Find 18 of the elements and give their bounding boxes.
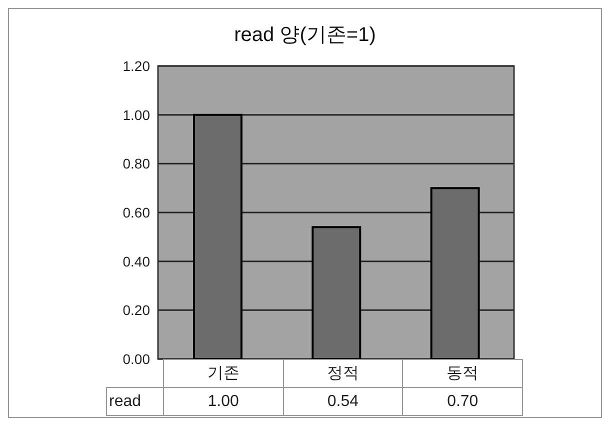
data-label: 1.00 xyxy=(164,388,284,416)
data-label: 0.70 xyxy=(402,388,522,416)
chart-title: read 양(기존=1) xyxy=(233,23,377,48)
bar xyxy=(312,226,362,359)
y-tick-label: 1.00 xyxy=(122,106,150,123)
x-tick-label: 정적 xyxy=(283,360,403,388)
y-tick-label: 0.20 xyxy=(122,302,150,318)
y-tick-label: 0.80 xyxy=(122,156,150,172)
y-tick-label: 0.60 xyxy=(122,204,150,220)
y-tick-label: 0.00 xyxy=(122,350,150,367)
x-tick-label: 동적 xyxy=(402,360,522,388)
text: read xyxy=(106,388,164,416)
bar xyxy=(193,114,242,359)
y-tick-label: 1.20 xyxy=(122,58,150,74)
y-tick-label: 0.40 xyxy=(122,253,150,270)
data-label: 0.54 xyxy=(283,388,403,416)
bar xyxy=(430,187,480,359)
x-tick-label: 기존 xyxy=(164,360,284,388)
